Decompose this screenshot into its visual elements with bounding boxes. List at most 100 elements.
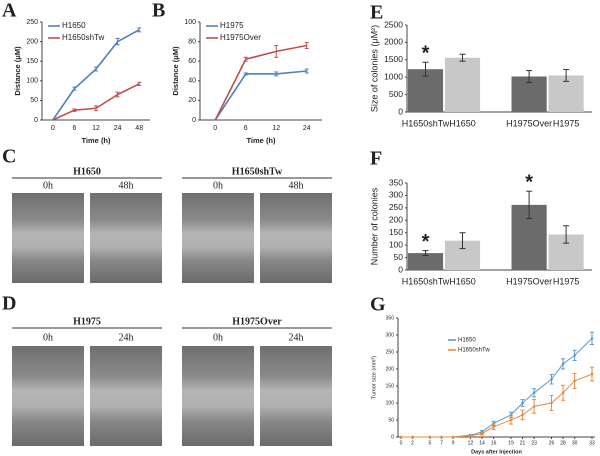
x-tick-label: 6 [72,125,76,132]
x-tick-label: H1650 [449,118,476,128]
point [550,377,553,381]
y-tick-label: 60 [188,58,196,65]
y-axis-title: Distance (μM) [13,46,22,96]
point [550,401,553,405]
x-axis-title: Days after Injection [471,449,522,455]
micrograph [260,346,332,446]
x-tick-label: H1975Over [506,276,552,286]
y-tick-label: 200 [386,366,395,372]
x-tick-label: H1650shTw [402,118,450,128]
micrograph [182,193,254,283]
panel-letter: D [2,293,16,315]
x-tick-label: 21 [520,440,526,446]
y-tick-label: 200 [26,38,38,45]
x-tick-label: H1975 [553,276,580,286]
point [411,435,414,439]
time-label: 24h [119,332,134,343]
y-tick-label: 2500 [384,19,403,29]
x-tick-label: 5 [429,440,432,446]
x-tick-label: 9 [452,440,455,446]
y-tick-label: 0 [398,106,403,116]
point [469,434,472,438]
y-tick-label: 100 [386,400,395,406]
group-title: H1650shTw [232,166,283,177]
time-label: 0h [213,332,223,343]
point [561,391,565,395]
y-tick-label: 0 [391,434,394,440]
y-tick-label: 1500 [384,54,403,64]
x-axis-title: Time (h) [81,136,111,145]
y-tick-label: 300 [389,190,403,200]
x-tick-label: 12 [272,125,280,132]
y-axis-title: Distance (μM) [171,46,180,96]
y-tick-label: 0 [34,117,38,124]
x-tick-label: 16 [491,440,497,446]
x-tick-label: 6 [244,125,248,132]
point [509,418,513,422]
panel-letter: B [152,0,165,22]
micrograph [12,193,84,283]
point [532,405,536,408]
bar [444,57,481,112]
series-line [214,70,307,121]
x-tick-label: 23 [531,440,537,446]
x-tick-label: H1975Over [506,118,552,128]
x-tick-label: 0 [213,125,217,132]
y-tick-label: 250 [26,19,38,26]
time-label: 48h [119,180,134,191]
series-line [214,44,307,121]
point [590,337,594,340]
x-tick-label: 24 [303,125,311,132]
point [532,391,536,395]
y-tick-label: 250 [389,202,403,212]
x-tick-label: H1975 [553,118,580,128]
x-tick-label: H1650 [449,276,476,286]
y-tick-label: 50 [394,252,404,262]
legend-label: H1975Over [220,33,261,42]
x-tick-label: H1650shTw [402,276,450,286]
y-axis-title: Tumor size (mm³) [371,356,377,399]
legend-label: H1650shTw [458,348,490,354]
time-label: 0h [43,180,53,191]
panel-letter: A [2,0,17,22]
x-tick-label: 7 [440,440,443,446]
point [521,413,524,417]
panel-letter: G [370,294,386,316]
x-tick-label: 33 [589,440,595,446]
legend-label: H1650 [62,21,86,30]
y-tick-label: 100 [26,78,38,85]
time-label: 24h [289,332,304,343]
y-tick-label: 1000 [384,71,403,81]
point [399,435,403,439]
x-tick-label: 19 [508,440,514,446]
point [573,354,576,357]
point [428,435,432,439]
x-tick-label: 28 [560,440,566,446]
time-label: 0h [43,332,53,343]
y-axis-title: Number of colonies [369,187,379,265]
y-axis-title: Size of colonies (μM²) [369,25,379,112]
group-title: H1975 [73,316,101,327]
annotation: * [422,43,430,65]
group-title: H1975Over [232,316,282,327]
y-tick-label: 2000 [384,37,403,47]
panel-letter: F [370,148,382,170]
x-tick-label: 0 [51,125,55,132]
x-tick-label: 12 [92,125,100,132]
y-tick-label: 250 [386,349,395,355]
y-tick-label: 350 [389,177,403,187]
point [521,401,524,405]
micrograph [12,346,84,446]
x-tick-label: 48 [135,125,143,132]
point [440,435,443,439]
bar [407,253,444,270]
x-tick-label: 24 [114,125,122,132]
micrograph [90,193,162,283]
x-tick-label: 0 [400,440,403,446]
point [451,435,455,439]
y-tick-label: 0 [192,117,196,124]
y-tick-label: 150 [389,227,403,237]
legend-label: H1650 [458,338,476,344]
time-label: 0h [213,180,223,191]
legend-label: H1975 [220,21,244,30]
